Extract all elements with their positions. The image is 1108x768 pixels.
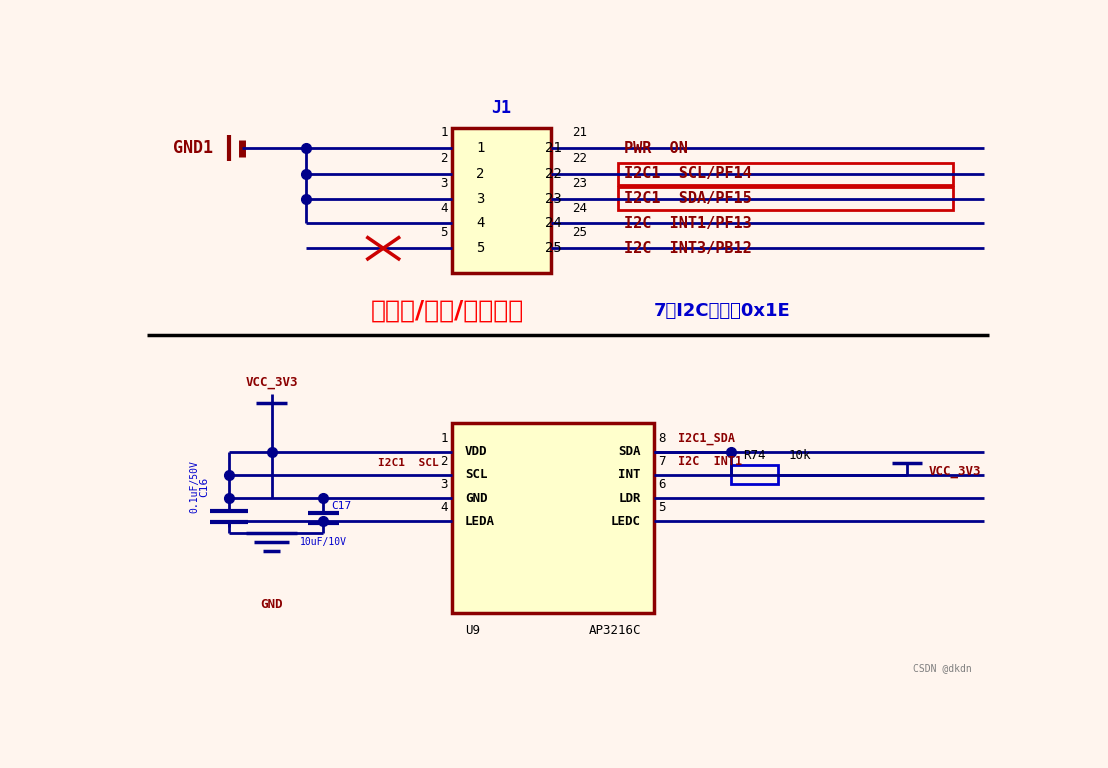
Text: J1: J1 xyxy=(491,99,511,117)
Text: 25: 25 xyxy=(545,241,562,255)
Text: 5: 5 xyxy=(658,502,666,515)
Text: 3: 3 xyxy=(440,177,448,190)
Text: PWR  ON: PWR ON xyxy=(624,141,688,156)
Bar xyxy=(731,465,778,485)
Text: 4: 4 xyxy=(476,217,484,230)
Text: I2C1  SCL/PF14: I2C1 SCL/PF14 xyxy=(624,166,751,181)
Text: GND: GND xyxy=(260,598,283,611)
Text: VCC_3V3: VCC_3V3 xyxy=(929,465,981,478)
Text: 8: 8 xyxy=(658,432,666,445)
Text: 22: 22 xyxy=(545,167,562,180)
Text: SDA: SDA xyxy=(618,445,640,458)
Text: 7位I2C地址：0x1E: 7位I2C地址：0x1E xyxy=(654,302,790,320)
Text: INT: INT xyxy=(618,468,640,482)
Text: GND: GND xyxy=(465,492,488,505)
Text: 22: 22 xyxy=(572,152,587,165)
Text: I2C1  SCL: I2C1 SCL xyxy=(378,458,439,468)
Text: VCC_3V3: VCC_3V3 xyxy=(245,376,298,389)
Text: 2: 2 xyxy=(476,167,484,180)
Text: I2C1_SDA: I2C1_SDA xyxy=(678,432,735,445)
Text: I2C  INT1: I2C INT1 xyxy=(678,455,742,468)
Text: 3: 3 xyxy=(476,191,484,206)
Text: 5: 5 xyxy=(440,227,448,240)
Text: I2C1  SDA/PF15: I2C1 SDA/PF15 xyxy=(624,191,751,206)
Text: 5: 5 xyxy=(476,241,484,255)
Bar xyxy=(617,163,953,185)
Text: 10uF/10V: 10uF/10V xyxy=(299,537,347,547)
Text: 25: 25 xyxy=(572,227,587,240)
Text: 1: 1 xyxy=(440,432,448,445)
Text: LEDC: LEDC xyxy=(611,515,640,528)
Text: 7: 7 xyxy=(658,455,666,468)
Text: U9: U9 xyxy=(465,624,480,637)
Text: 3: 3 xyxy=(440,478,448,492)
Text: 0.1uF/50V: 0.1uF/50V xyxy=(189,461,199,513)
Text: 2: 2 xyxy=(440,455,448,468)
Text: 23: 23 xyxy=(572,177,587,190)
Text: 21: 21 xyxy=(572,127,587,140)
Text: CSDN @dkdn: CSDN @dkdn xyxy=(913,663,972,673)
Text: 4: 4 xyxy=(440,502,448,515)
Text: VDD: VDD xyxy=(465,445,488,458)
Bar xyxy=(452,423,654,613)
Text: 6: 6 xyxy=(658,478,666,492)
Text: 24: 24 xyxy=(545,217,562,230)
Text: R74: R74 xyxy=(743,449,766,462)
Text: SCL: SCL xyxy=(465,468,488,482)
Text: 24: 24 xyxy=(572,201,587,214)
Text: 23: 23 xyxy=(545,191,562,206)
Text: 1: 1 xyxy=(476,141,484,155)
Bar xyxy=(617,187,953,210)
Text: AP3216C: AP3216C xyxy=(588,624,640,637)
Text: LDR: LDR xyxy=(618,492,640,505)
Text: LEDA: LEDA xyxy=(465,515,495,528)
Text: I2C  INT3/PB12: I2C INT3/PB12 xyxy=(624,241,751,256)
Text: 1: 1 xyxy=(440,127,448,140)
Bar xyxy=(452,127,551,273)
Text: 10k: 10k xyxy=(789,449,811,462)
Text: GND1: GND1 xyxy=(173,139,213,157)
Text: I2C  INT1/PF13: I2C INT1/PF13 xyxy=(624,216,751,231)
Text: 21: 21 xyxy=(545,141,562,155)
Text: 环境光/接近/红外传感: 环境光/接近/红外传感 xyxy=(371,299,524,323)
Text: 4: 4 xyxy=(440,201,448,214)
Text: C16: C16 xyxy=(199,477,209,497)
Text: C17: C17 xyxy=(331,502,352,511)
Text: 2: 2 xyxy=(440,152,448,165)
